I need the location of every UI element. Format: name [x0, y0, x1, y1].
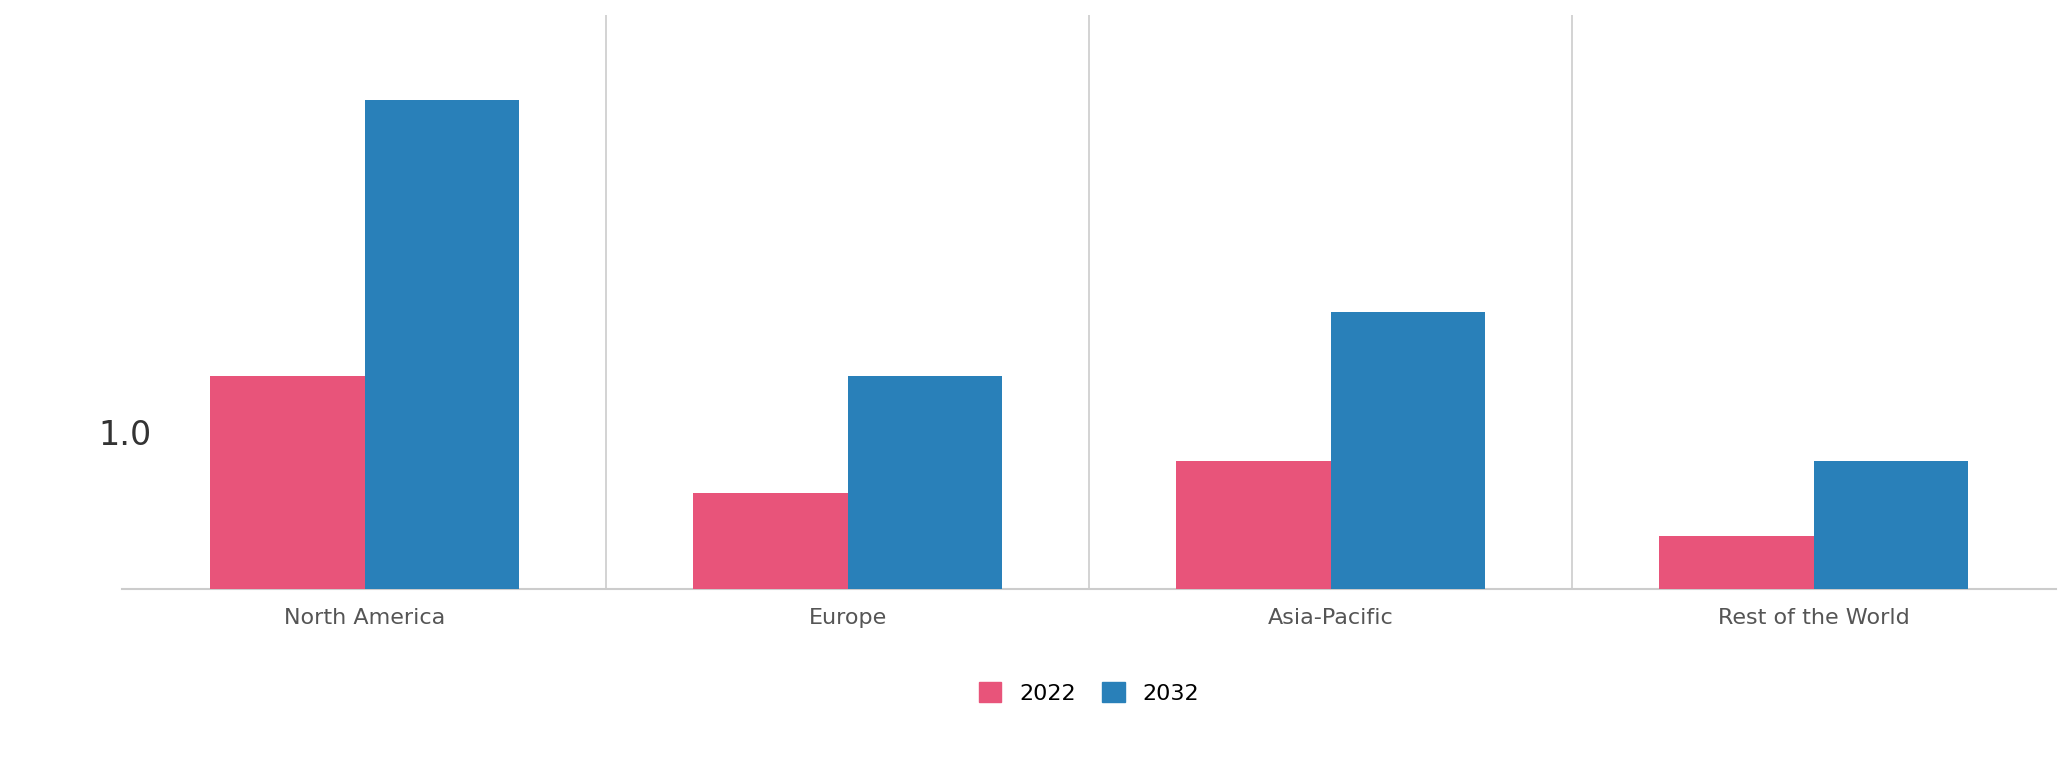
Bar: [364, 100, 520, 589]
Bar: [694, 493, 847, 589]
Bar: [1176, 461, 1330, 589]
Bar: [847, 376, 1002, 589]
Bar: [1330, 312, 1485, 589]
Legend: 2022, 2032: 2022, 2032: [980, 682, 1199, 703]
Text: 1.0: 1.0: [97, 419, 151, 452]
Bar: [1814, 461, 1967, 589]
Bar: [209, 376, 364, 589]
Bar: [1659, 535, 1814, 589]
